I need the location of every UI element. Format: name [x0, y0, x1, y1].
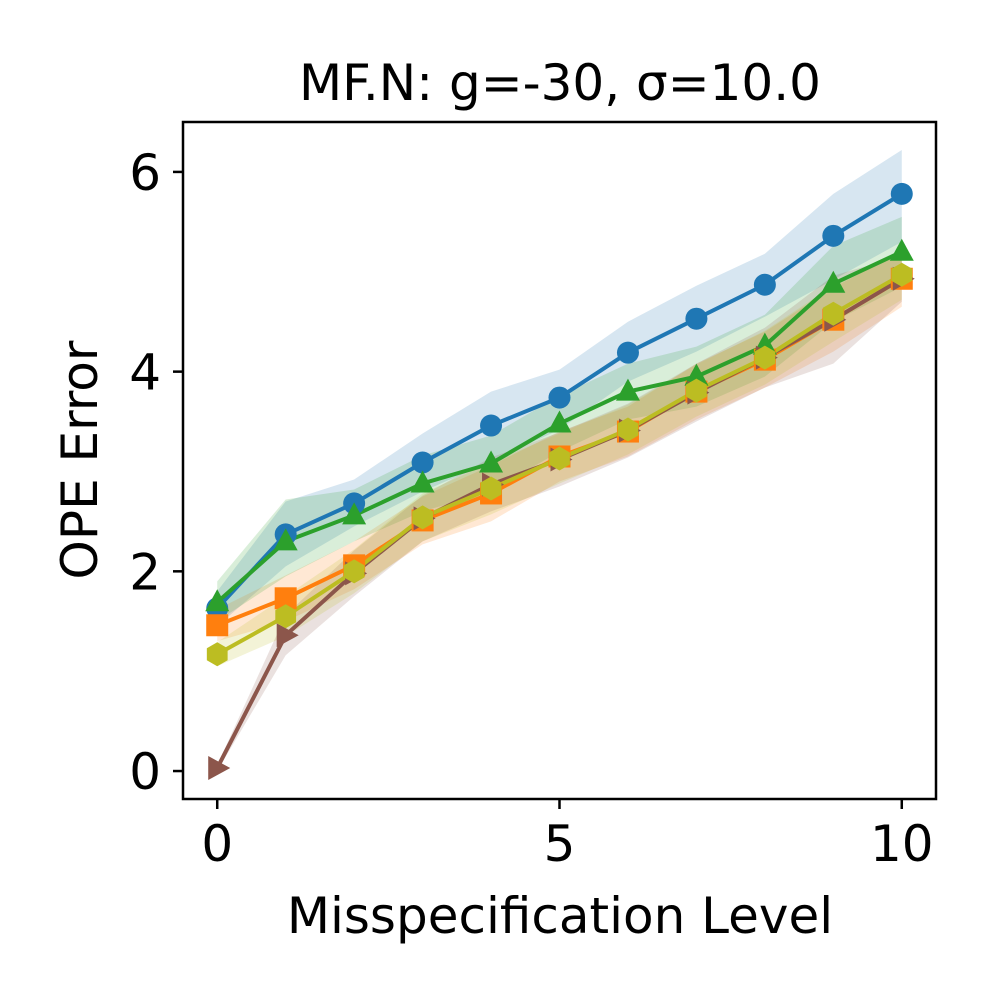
point-series-blue-3: [411, 451, 434, 474]
x-axis-label: Misspecification Level: [287, 887, 833, 945]
point-series-blue-6: [616, 341, 639, 364]
point-series-orange-0: [206, 614, 229, 637]
point-series-olive-8: [754, 345, 776, 370]
y-axis-ticks: 0 2 4 6: [129, 144, 183, 801]
point-series-olive-1: [275, 604, 297, 629]
y-axis-label: OPE Error: [51, 340, 109, 579]
point-series-green-3: [410, 470, 435, 493]
point-series-olive-7: [686, 378, 707, 403]
band-series-brown: [217, 255, 902, 772]
point-series-olive-3: [412, 505, 433, 530]
point-series-blue-7: [685, 307, 708, 330]
point-series-olive-4: [480, 476, 502, 501]
y-tick-label-2: 2: [129, 543, 161, 601]
point-series-green-4: [479, 450, 504, 473]
point-series-olive-0: [206, 642, 228, 667]
point-series-blue-4: [480, 414, 503, 437]
y-tick-label-0: 0: [129, 743, 161, 801]
point-series-orange-1: [274, 587, 297, 610]
x-axis-ticks: 0 5 10: [201, 799, 934, 873]
x-tick-label-0: 0: [201, 815, 233, 873]
point-series-green-6: [615, 378, 640, 401]
x-tick-label-5: 5: [544, 815, 576, 873]
point-series-brown-0: [208, 756, 231, 781]
point-series-green-7: [684, 363, 709, 386]
point-series-green-1: [273, 528, 298, 551]
point-series-green-10: [889, 238, 914, 261]
point-series-blue-8: [753, 273, 776, 296]
chart-title: MF.N: g=-30, σ=10.0: [299, 54, 821, 112]
point-series-green-5: [547, 410, 572, 433]
point-series-olive-9: [822, 301, 844, 326]
point-series-green-9: [821, 270, 846, 293]
point-series-olive-5: [549, 446, 570, 471]
point-series-brown-1: [276, 623, 299, 648]
series-markers: [205, 182, 915, 781]
x-tick-label-10: 10: [870, 815, 934, 873]
y-tick-label-6: 6: [129, 144, 161, 202]
point-series-blue-5: [548, 386, 571, 409]
point-series-blue-10: [890, 182, 913, 205]
point-series-olive-6: [617, 417, 639, 442]
point-series-olive-10: [891, 262, 913, 287]
point-series-green-2: [342, 502, 367, 525]
point-series-green-0: [205, 589, 230, 612]
y-tick-label-4: 4: [129, 344, 161, 402]
point-series-blue-9: [822, 224, 845, 247]
point-series-olive-2: [343, 559, 365, 584]
